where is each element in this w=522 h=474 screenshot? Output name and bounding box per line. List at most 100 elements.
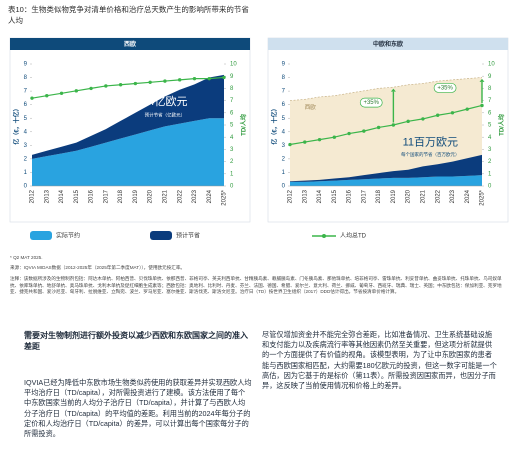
x-tick-label: 2012 xyxy=(30,189,36,203)
x-tick-label: 2018 xyxy=(118,189,124,203)
legend-label: 人均总TD xyxy=(340,232,367,240)
area xyxy=(32,74,224,159)
line-point xyxy=(104,84,108,88)
arrow-head xyxy=(479,78,485,82)
y2-tick-label: 8 xyxy=(230,86,234,92)
panel-title: 中欧和东欧 xyxy=(373,40,403,48)
annotation: 11百万欧元 xyxy=(403,136,458,149)
line-point xyxy=(465,107,469,111)
x-tick-label: 2017 xyxy=(103,189,109,203)
line-point xyxy=(376,125,381,130)
x-tick-label: 2017 xyxy=(361,189,367,203)
x-tick-label: 2021 xyxy=(163,189,169,203)
x-tick-label: 2025* xyxy=(480,189,486,205)
x-tick-label: 2014 xyxy=(59,189,65,203)
x-tick-label: 2022 xyxy=(177,189,183,203)
x-tick-label: 2021 xyxy=(421,189,427,203)
note: * Q2 MAT 2025. xyxy=(10,255,43,260)
line-point xyxy=(74,89,79,93)
y-tick-label: 6 xyxy=(24,102,28,108)
area xyxy=(290,175,482,186)
area xyxy=(290,154,482,182)
x-tick-label: 2016 xyxy=(89,189,95,203)
x-tick-label: 2022 xyxy=(435,189,441,203)
y-tick-label: 3 xyxy=(24,143,28,149)
x-tick-label: 2013 xyxy=(44,189,50,203)
legend-label: 实际节约 xyxy=(56,232,80,240)
y-axis-label: 亿（€，十亿） xyxy=(13,105,21,144)
line-point xyxy=(89,86,93,91)
panel-header xyxy=(268,38,508,50)
y-tick-label: 7 xyxy=(24,89,28,95)
arrow-head xyxy=(390,88,396,92)
y-tick-label: 3 xyxy=(282,143,286,149)
line-point xyxy=(192,76,197,81)
line xyxy=(31,76,225,99)
legend-swatch xyxy=(30,231,52,240)
line-point xyxy=(332,135,337,139)
x-tick-label: 2019 xyxy=(391,189,397,203)
x-tick-label: 2024 xyxy=(465,189,471,203)
source: 来源：IQVIA MIDAS数据（2012-2025年（2025年第二季度MAT… xyxy=(10,265,186,270)
y-tick-label: 1 xyxy=(24,170,28,176)
x-tick-label: 2020 xyxy=(406,189,412,203)
line-point xyxy=(406,119,410,124)
badge xyxy=(433,83,457,93)
line-point xyxy=(177,78,182,82)
y-tick-label: 4 xyxy=(282,129,286,135)
line-point xyxy=(362,129,366,133)
y2-tick-label: 4 xyxy=(488,135,492,141)
line-point xyxy=(303,140,307,144)
x-tick-label: 2023 xyxy=(450,189,456,203)
y2-tick-label: 1 xyxy=(488,171,492,177)
line-point xyxy=(347,131,351,136)
y2-tick-label: 6 xyxy=(230,110,234,116)
annotation: 每个国家的节省（百万欧元） xyxy=(401,151,460,158)
y-tick-label: 1 xyxy=(282,170,286,176)
annotation: 预计节省（亿欧元） xyxy=(145,112,186,119)
y2-tick-label: 7 xyxy=(230,98,234,104)
line-point xyxy=(391,123,396,127)
y2-tick-label: 10 xyxy=(488,62,495,68)
footnote: 注释：该数据所涉及的生物制剂包括：阿达木单抗、阿柏西普、贝伐珠单抗、依那西普、非… xyxy=(10,276,502,294)
y2-axis-label: TD/人均 xyxy=(498,114,506,136)
y2-tick-label: 7 xyxy=(488,98,492,104)
y-tick-label: 2 xyxy=(24,156,28,162)
line-point xyxy=(288,142,292,147)
y-tick-label: 0 xyxy=(24,184,28,190)
y2-tick-label: 6 xyxy=(488,110,492,116)
y2-axis-label: TD/人均 xyxy=(240,114,248,136)
line-point xyxy=(480,103,484,108)
y-tick-label: 0 xyxy=(282,184,286,190)
panel-header xyxy=(10,38,250,50)
panel-title: 西欧 xyxy=(124,40,136,48)
line-point xyxy=(317,137,322,142)
x-tick-label: 2013 xyxy=(302,189,308,203)
y-tick-label: 7 xyxy=(282,89,286,95)
reference-area xyxy=(290,77,482,186)
line-point xyxy=(30,96,34,100)
y2-tick-label: 3 xyxy=(230,147,234,153)
legend-swatch xyxy=(150,231,172,240)
x-tick-label: 2018 xyxy=(376,189,382,203)
y-tick-label: 2 xyxy=(282,156,286,162)
y2-tick-label: 2 xyxy=(230,159,234,165)
line xyxy=(289,104,483,146)
subtitle: 人均 xyxy=(8,16,23,25)
y2-tick-label: 8 xyxy=(488,86,492,92)
line-point xyxy=(118,83,123,87)
legend-label: 预计节省 xyxy=(176,232,200,240)
y-tick-label: 5 xyxy=(24,116,28,122)
y2-tick-label: 0 xyxy=(488,184,492,190)
annotation: 64亿欧元 xyxy=(142,95,187,108)
x-tick-label: 2015 xyxy=(74,189,80,203)
x-tick-label: 2025* xyxy=(222,189,228,205)
x-tick-label: 2019 xyxy=(133,189,139,203)
y2-tick-label: 9 xyxy=(230,74,234,80)
y2-tick-label: 1 xyxy=(230,171,234,177)
y2-tick-label: 9 xyxy=(488,74,492,80)
y-tick-label: 9 xyxy=(282,62,286,68)
x-tick-label: 2016 xyxy=(347,189,353,203)
area xyxy=(32,118,224,186)
